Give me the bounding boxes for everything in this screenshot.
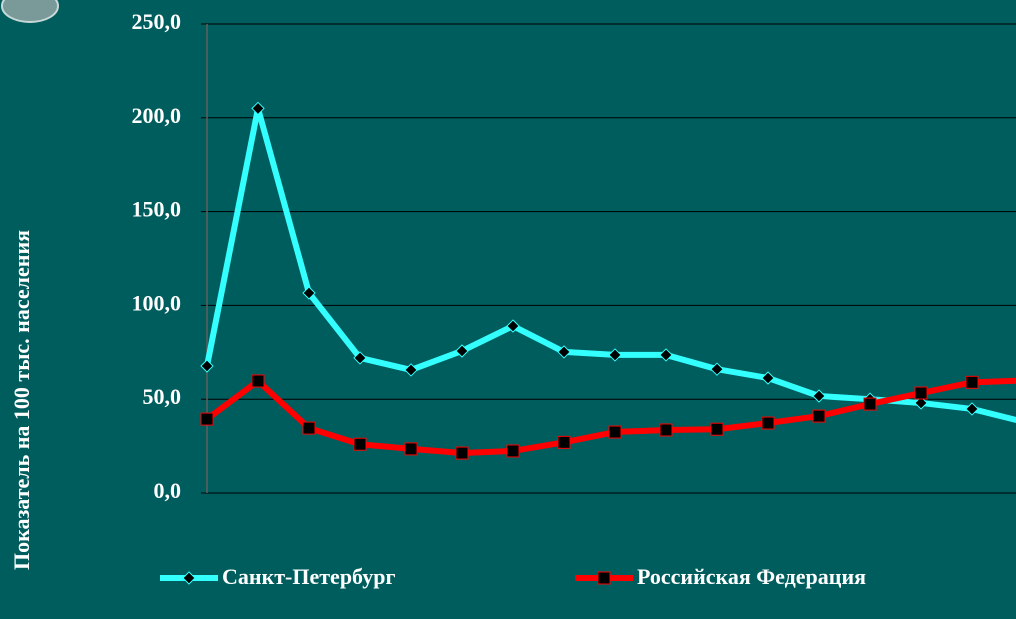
y-axis-title: Показатель на 100 тыс. населения — [9, 230, 34, 570]
series-marker — [659, 348, 673, 362]
legend-marker — [597, 571, 611, 585]
series-marker — [557, 345, 571, 359]
series-marker — [404, 442, 418, 456]
series-marker — [761, 416, 775, 430]
y-tick-label: 250,0 — [132, 9, 182, 34]
series-line — [204, 105, 1016, 424]
series-marker — [200, 359, 214, 373]
series-marker — [455, 344, 469, 358]
legend-label: Российская Федерация — [637, 564, 866, 589]
series-marker — [812, 409, 826, 423]
series-marker — [863, 397, 877, 411]
series-marker — [914, 386, 928, 400]
series-marker — [455, 446, 469, 460]
y-tick-label: 100,0 — [132, 290, 182, 315]
series-marker — [710, 362, 724, 376]
y-tick-label: 200,0 — [132, 103, 182, 128]
series-marker — [251, 101, 265, 116]
logo — [1, 0, 59, 23]
series-marker — [914, 396, 928, 410]
series-marker — [608, 348, 622, 362]
series-marker — [965, 402, 979, 416]
series-marker — [353, 351, 367, 365]
series-line — [205, 377, 1016, 457]
series-marker — [200, 412, 214, 426]
series-marker — [812, 389, 826, 403]
y-tick-label: 50,0 — [143, 384, 182, 409]
series-marker — [761, 371, 775, 385]
series-marker — [302, 421, 316, 435]
y-tick-label: 150,0 — [132, 197, 182, 222]
series-marker — [659, 423, 673, 437]
legend-label: Санкт-Петербург — [222, 564, 395, 589]
series-marker — [506, 319, 520, 333]
series-marker — [608, 425, 622, 439]
series-marker — [302, 286, 316, 300]
y-tick-label: 0,0 — [154, 478, 182, 503]
series-marker — [557, 435, 571, 449]
series-marker — [404, 363, 418, 377]
legend-marker — [182, 571, 196, 585]
series-marker — [251, 374, 265, 388]
series-marker — [710, 422, 724, 436]
series-marker — [965, 375, 979, 389]
series-marker — [353, 437, 367, 451]
series-marker — [506, 444, 520, 458]
